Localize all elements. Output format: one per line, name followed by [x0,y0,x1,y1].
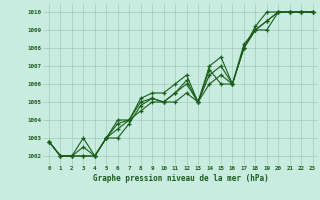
X-axis label: Graphe pression niveau de la mer (hPa): Graphe pression niveau de la mer (hPa) [93,174,269,183]
